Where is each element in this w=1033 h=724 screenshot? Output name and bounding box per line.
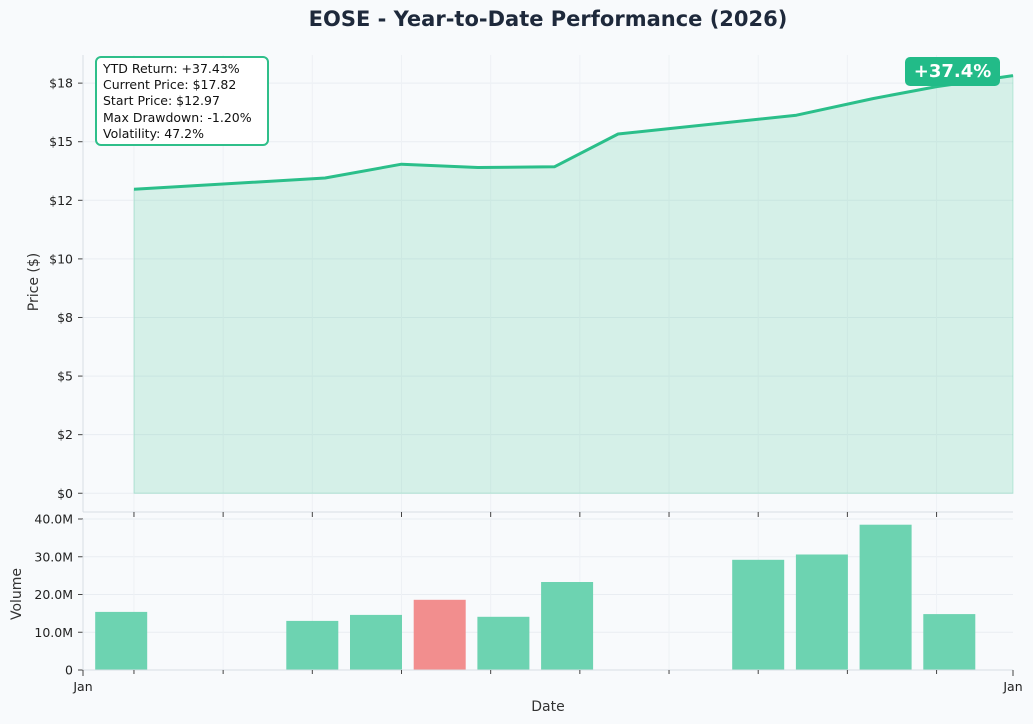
stats-start-price: Start Price: $12.97 [103, 93, 220, 109]
volume-y-tick-label: 0 [65, 663, 73, 678]
price-y-tick-label: $15 [49, 134, 73, 149]
return-badge: +37.4% [905, 57, 1000, 86]
volume-y-tick-label: 10.0M [34, 625, 73, 640]
price-y-tick-label: $10 [49, 251, 73, 266]
volume-bar [732, 559, 785, 670]
volume-bar [286, 620, 339, 670]
stats-ytd-return: YTD Return: +37.43% [103, 61, 240, 76]
volume-x-tick-label: Jan [72, 679, 92, 694]
volume-x-axis-label: Date [531, 699, 564, 715]
volume-bar [477, 616, 530, 670]
price-y-tick-label: $12 [49, 193, 73, 208]
stats-box: YTD Return: +37.43% Current Price: $17.8… [95, 56, 269, 146]
volume-y-tick-label: 40.0M [34, 512, 73, 527]
volume-bars [95, 524, 976, 670]
volume-bar [541, 582, 594, 670]
volume-bar [859, 524, 912, 670]
price-grid [83, 55, 1013, 512]
volume-y-tick-label: 20.0M [34, 587, 73, 602]
volume-bar [413, 599, 466, 670]
volume-bar [95, 611, 148, 670]
volume-bar [795, 554, 848, 670]
volume-x-tick-label: Jan [1002, 679, 1022, 694]
stats-max-drawdown: Max Drawdown: -1.20% [103, 109, 252, 125]
volume-axis-label: Volume [9, 568, 25, 620]
price-y-tick-label: $0 [57, 486, 73, 501]
volume-bar [350, 614, 402, 670]
price-y-tick-label: $18 [49, 76, 73, 91]
volume-y-tick-label: 30.0M [34, 549, 73, 564]
stats-volatility: Volatility: 47.2% [103, 125, 204, 141]
price-y-tick-label: $8 [57, 310, 73, 325]
stats-current-price: Current Price: $17.82 [103, 77, 237, 93]
price-y-tick-label: $2 [57, 427, 73, 442]
volume-axes: 0 10.0M 20.0M 30.0M 40.0M Jan Jan [34, 512, 1022, 695]
volume-bar [923, 614, 976, 670]
price-axes: $0 $2 $5 $8 $10 $12 $15 $18 [49, 55, 1013, 517]
price-axis-label: Price ($) [26, 253, 42, 311]
price-y-tick-label: $5 [57, 369, 73, 384]
chart-title: EOSE - Year-to-Date Performance (2026) [309, 7, 788, 31]
price-line [133, 74, 1014, 191]
